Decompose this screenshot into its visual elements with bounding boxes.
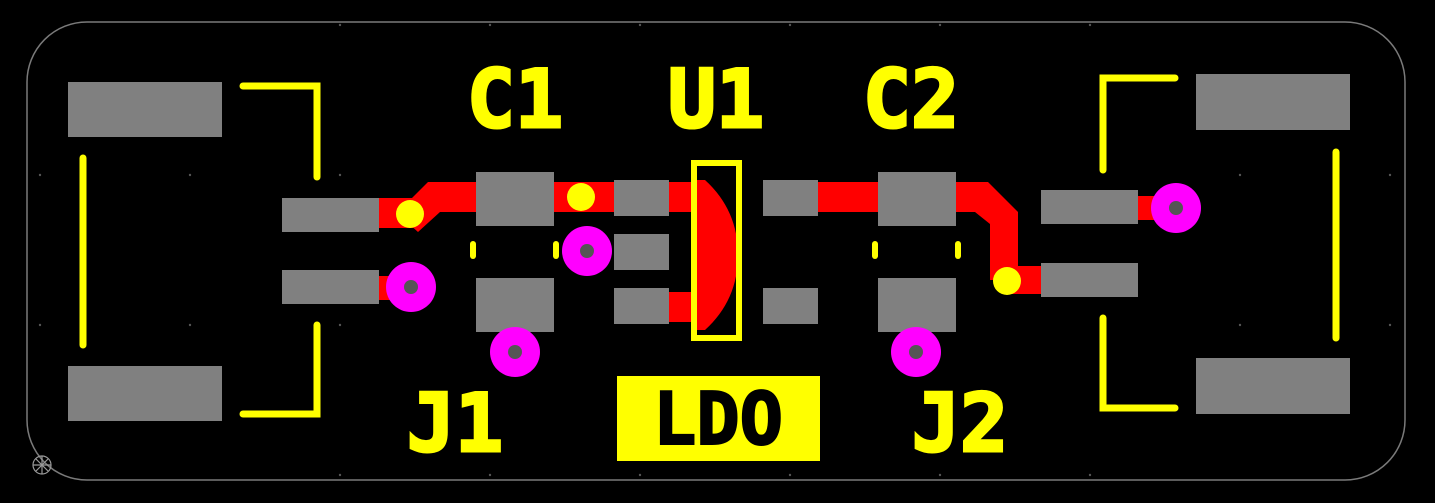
c2-pad-1 bbox=[878, 172, 956, 226]
u1-label: U1 bbox=[668, 53, 764, 146]
j1-mount-pad-top bbox=[68, 82, 222, 137]
via-c2-pad2 bbox=[891, 327, 941, 377]
j2-outline-bottom bbox=[1099, 314, 1179, 412]
j2-mount-pad-top bbox=[1196, 74, 1350, 130]
j1-outline-top bbox=[239, 82, 321, 181]
grid-dots bbox=[38, 23, 1392, 477]
origin-marker-icon bbox=[32, 455, 52, 475]
c2-label: C2 bbox=[863, 53, 959, 146]
j1-label: J1 bbox=[407, 377, 503, 470]
j2-outline-top bbox=[1099, 74, 1179, 174]
j2-mount-pad-bottom bbox=[1196, 358, 1350, 414]
smd-pads bbox=[68, 74, 1350, 421]
via-c1-pad2 bbox=[490, 327, 540, 377]
silkscreen-outlines bbox=[79, 74, 1340, 418]
j1-pad-2 bbox=[282, 270, 379, 304]
j1-pad-1 bbox=[282, 198, 379, 232]
j2-pad-1 bbox=[1041, 190, 1138, 224]
c1-pad-2 bbox=[476, 278, 554, 332]
via-c1-gnd bbox=[562, 226, 612, 276]
u1-footprint bbox=[691, 160, 742, 341]
ldo-label: LDO bbox=[653, 377, 783, 461]
via-j2-pin1 bbox=[1151, 183, 1201, 233]
u1-tab-copper bbox=[695, 180, 738, 330]
board-outline bbox=[26, 21, 1406, 481]
trace-c2-j2 bbox=[950, 182, 1018, 280]
j2-label: J2 bbox=[912, 377, 1008, 470]
ldo-label-box bbox=[617, 376, 820, 461]
trace-u1-pin3 bbox=[665, 182, 695, 212]
via-j1-pin2 bbox=[386, 262, 436, 312]
via-small-j1 bbox=[396, 200, 424, 228]
j2-pad-2 bbox=[1041, 263, 1138, 297]
u1-body-outline bbox=[691, 160, 742, 341]
j1-outline-bottom bbox=[239, 321, 321, 418]
c1-pad-1 bbox=[476, 172, 554, 226]
via-small-c1 bbox=[567, 183, 595, 211]
small-vias bbox=[396, 183, 1021, 295]
c1-label: C1 bbox=[467, 53, 563, 146]
u1-pad-5 bbox=[763, 288, 818, 324]
c2-pad-2 bbox=[878, 278, 956, 332]
u1-pad-1 bbox=[614, 180, 669, 216]
trace-u1-c2 bbox=[815, 182, 885, 212]
j1-mount-pad-bottom bbox=[68, 366, 222, 421]
u1-pad-4 bbox=[763, 180, 818, 216]
trace-u1-gnd bbox=[665, 292, 695, 322]
via-small-j2 bbox=[993, 267, 1021, 295]
u1-pad-3 bbox=[614, 288, 669, 324]
through-vias bbox=[386, 183, 1201, 377]
u1-pad-2 bbox=[614, 234, 669, 270]
